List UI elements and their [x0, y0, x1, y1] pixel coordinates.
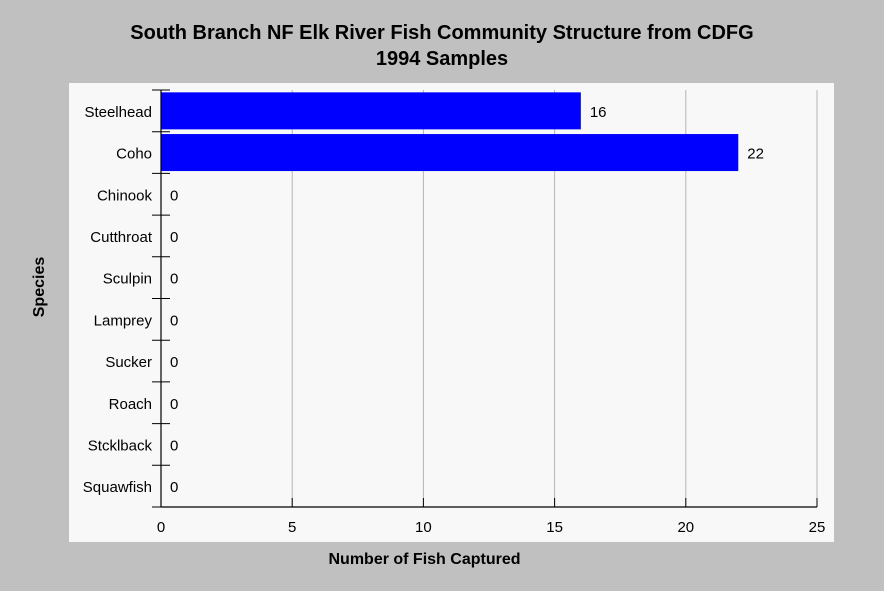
value-label-roach: 0: [170, 396, 178, 413]
category-label-sucker: Sucker: [105, 354, 152, 371]
x-tick-label-1: 5: [288, 519, 296, 536]
value-label-steelhead: 16: [590, 104, 607, 121]
chart-title: South Branch NF Elk River Fish Community…: [0, 20, 884, 72]
value-label-stcklback: 0: [170, 437, 178, 454]
category-label-squawfish: Squawfish: [83, 479, 152, 496]
value-label-sculpin: 0: [170, 271, 178, 288]
x-tick-label-5: 25: [809, 519, 826, 536]
category-label-coho: Coho: [116, 146, 152, 163]
category-label-cutthroat: Cutthroat: [90, 229, 153, 246]
category-label-roach: Roach: [109, 396, 152, 413]
value-label-sucker: 0: [170, 354, 178, 371]
x-tick-label-3: 15: [546, 519, 563, 536]
y-axis-label: Species: [31, 256, 48, 318]
labels: 16 Steelhead 22 Coho 0 Chinook 0 Cutthroat 0 Scul…: [83, 104, 826, 536]
chart-title-line-1: South Branch NF Elk River Fish Community…: [130, 22, 754, 44]
x-tick-label-2: 10: [415, 519, 432, 536]
value-label-cutthroat: 0: [170, 229, 178, 246]
value-label-squawfish: 0: [170, 479, 178, 496]
x-tick-label-4: 20: [677, 519, 694, 536]
category-label-steelhead: Steelhead: [84, 104, 152, 121]
chart-title-line-2: 1994 Samples: [375, 48, 509, 70]
category-label-lamprey: Lamprey: [94, 312, 153, 329]
value-label-coho: 22: [747, 146, 764, 163]
category-label-sculpin: Sculpin: [103, 271, 152, 288]
category-label-stcklback: Stcklback: [88, 437, 153, 454]
x-axis-label: Number of Fish Captured: [328, 551, 521, 568]
bars: [161, 92, 739, 172]
bar-coho: [161, 134, 739, 172]
value-label-lamprey: 0: [170, 312, 178, 329]
value-label-chinook: 0: [170, 187, 178, 204]
bar-steelhead: [161, 92, 581, 130]
x-tick-label-0: 0: [157, 519, 165, 536]
axes: [152, 89, 818, 508]
category-label-chinook: Chinook: [97, 187, 153, 204]
